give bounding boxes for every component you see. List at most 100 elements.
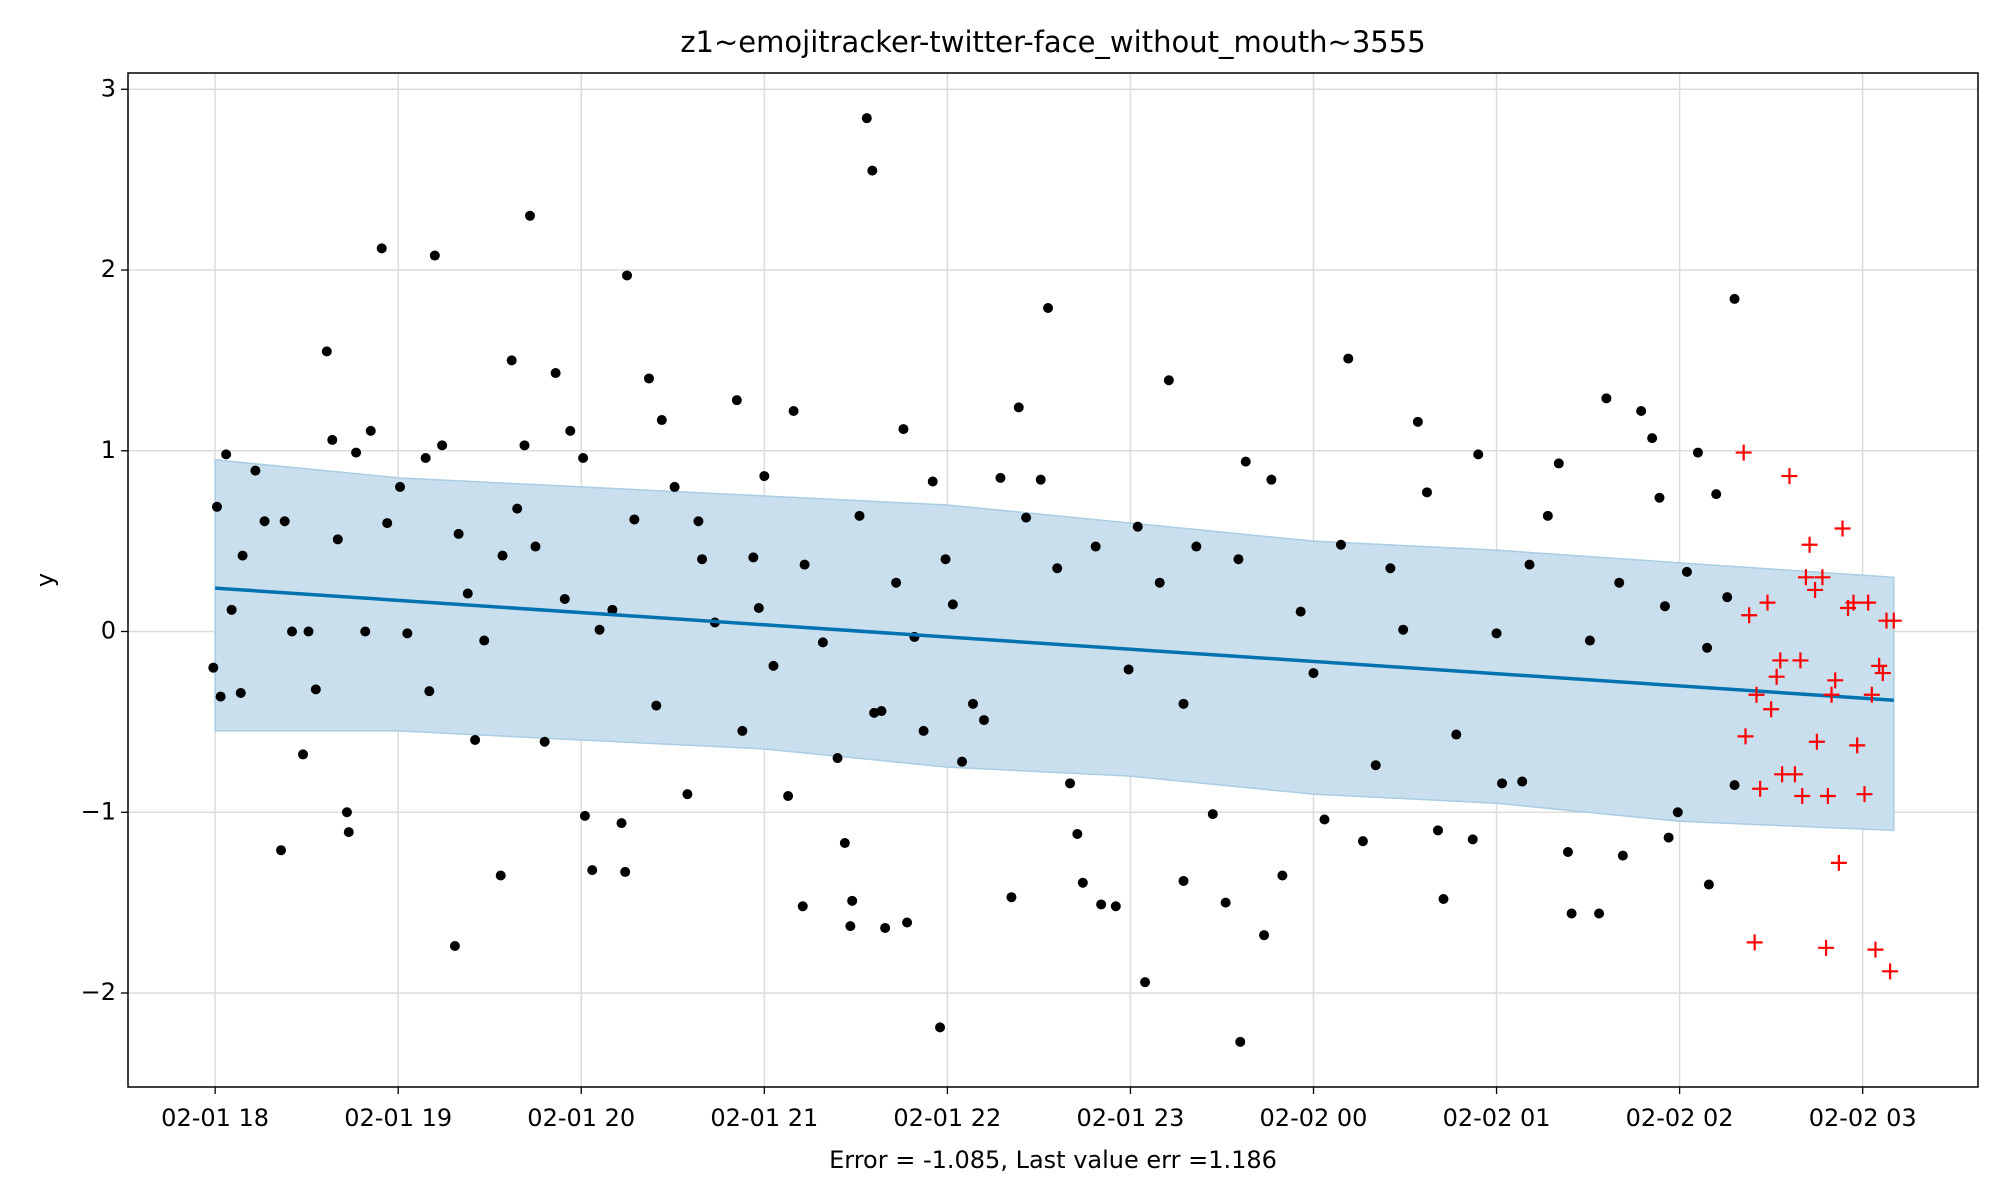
x-tick-label: 02-01 19 xyxy=(344,1104,452,1132)
data-point xyxy=(250,465,261,476)
anomaly-marker xyxy=(1781,468,1798,485)
data-point xyxy=(376,243,387,254)
data-point xyxy=(1065,778,1076,789)
anomaly-marker xyxy=(1735,444,1752,461)
data-point xyxy=(235,687,246,698)
data-point xyxy=(506,355,517,366)
data-point xyxy=(211,501,222,512)
data-point xyxy=(1467,834,1478,845)
data-point xyxy=(861,113,872,124)
data-point xyxy=(753,603,764,614)
data-point xyxy=(1207,809,1218,820)
anomaly-marker xyxy=(1808,733,1825,750)
data-point xyxy=(1259,930,1270,941)
data-point xyxy=(629,514,640,525)
x-tick-label: 02-01 20 xyxy=(527,1104,635,1132)
data-point xyxy=(847,895,858,906)
data-point xyxy=(1491,628,1502,639)
data-point xyxy=(1703,879,1714,890)
data-point xyxy=(935,1022,946,1033)
data-point xyxy=(898,424,909,435)
data-point xyxy=(1235,1036,1246,1047)
data-point xyxy=(341,807,352,818)
data-point xyxy=(495,870,506,881)
anomaly-marker xyxy=(1759,594,1776,611)
data-point xyxy=(1154,577,1165,588)
data-point xyxy=(1013,402,1024,413)
data-point xyxy=(382,518,393,529)
data-point xyxy=(693,516,704,527)
data-point xyxy=(940,554,951,565)
anomaly-marker xyxy=(1849,737,1866,754)
chart-title: z1~emojitracker-twitter-face_without_mou… xyxy=(680,25,1425,59)
data-point xyxy=(587,865,598,876)
data-point xyxy=(1178,698,1189,709)
data-point xyxy=(845,921,856,932)
data-point xyxy=(215,691,226,702)
data-point xyxy=(1729,780,1740,791)
x-tick-label: 02-01 23 xyxy=(1076,1104,1184,1132)
data-point xyxy=(643,373,654,384)
data-point xyxy=(927,476,938,487)
data-point xyxy=(995,472,1006,483)
data-point xyxy=(607,604,618,615)
data-point xyxy=(524,210,535,221)
data-point xyxy=(731,395,742,406)
data-point xyxy=(1702,642,1713,653)
data-point xyxy=(1233,554,1244,565)
data-point xyxy=(867,165,878,176)
data-point xyxy=(1096,899,1107,910)
y-tick-label: 1 xyxy=(101,436,116,464)
data-point xyxy=(616,818,627,829)
anomaly-marker xyxy=(1794,787,1811,804)
data-point xyxy=(1052,563,1063,574)
x-tick-label: 02-01 18 xyxy=(161,1104,269,1132)
data-point xyxy=(1601,393,1612,404)
data-point xyxy=(876,706,887,717)
data-point xyxy=(622,270,633,281)
data-point xyxy=(420,452,431,463)
data-point xyxy=(470,734,481,745)
data-point xyxy=(1163,375,1174,386)
data-point xyxy=(788,406,799,416)
data-point xyxy=(550,368,561,379)
data-point xyxy=(1438,894,1449,905)
x-tick-label: 02-02 01 xyxy=(1443,1104,1551,1132)
data-point xyxy=(1654,492,1665,503)
data-point xyxy=(737,725,748,736)
anomaly-marker xyxy=(1845,594,1862,611)
y-tick-label: 0 xyxy=(101,617,116,645)
data-point xyxy=(1497,778,1508,789)
data-point xyxy=(1090,541,1101,552)
data-point xyxy=(1021,512,1032,523)
data-point xyxy=(1584,635,1595,646)
data-point xyxy=(1178,875,1189,886)
data-point xyxy=(1553,458,1564,469)
data-point xyxy=(226,604,237,615)
data-point xyxy=(1295,606,1306,617)
y-tick-label: 2 xyxy=(101,255,116,283)
anomaly-marker xyxy=(1871,657,1888,674)
data-point xyxy=(947,599,958,610)
anomaly-marker xyxy=(1830,854,1847,871)
data-point xyxy=(1566,908,1577,919)
data-point xyxy=(512,503,523,514)
anomaly-marker xyxy=(1763,701,1780,718)
anomaly-marker xyxy=(1867,941,1884,958)
data-point xyxy=(1398,624,1409,635)
data-point xyxy=(497,550,508,561)
data-point xyxy=(395,481,406,492)
data-point xyxy=(276,845,287,856)
anomaly-marker xyxy=(1860,594,1877,611)
data-point xyxy=(682,789,693,800)
data-point xyxy=(918,725,929,736)
data-point xyxy=(880,922,891,933)
data-point xyxy=(1191,541,1202,552)
anomaly-marker xyxy=(1863,686,1880,703)
data-point xyxy=(424,686,435,697)
data-point xyxy=(978,715,989,726)
data-point xyxy=(1335,539,1346,550)
data-point xyxy=(1659,601,1670,612)
data-point xyxy=(1729,293,1740,304)
data-point xyxy=(968,698,979,709)
